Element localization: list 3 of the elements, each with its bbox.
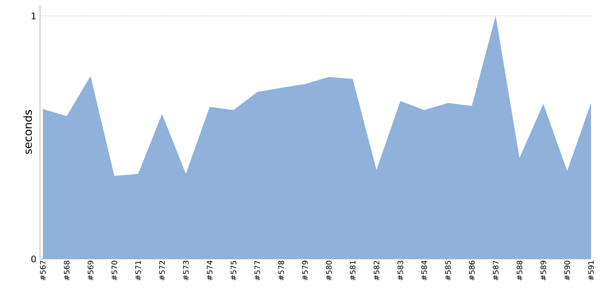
y-tick-label: 0 <box>31 256 36 262</box>
y-axis-title: seconds <box>23 110 32 154</box>
y-tick-label: 1 <box>32 12 36 20</box>
